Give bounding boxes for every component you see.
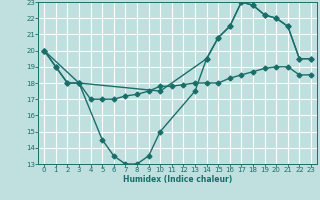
- X-axis label: Humidex (Indice chaleur): Humidex (Indice chaleur): [123, 175, 232, 184]
